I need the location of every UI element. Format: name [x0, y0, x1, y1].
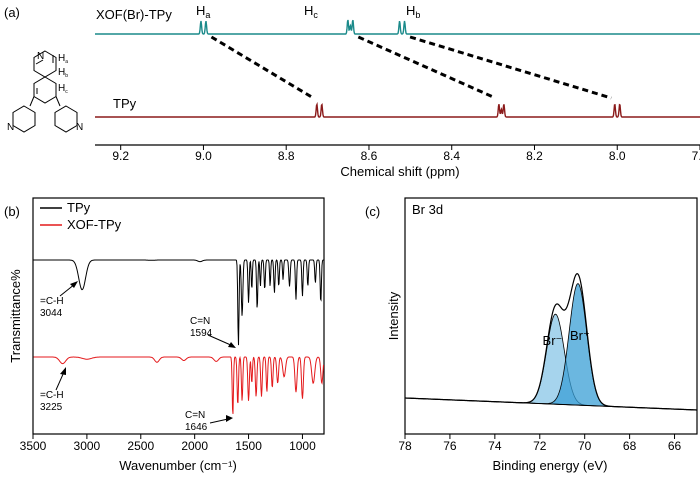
tpy-n-left: N — [7, 122, 14, 133]
nmr-dashed-links — [210, 35, 612, 100]
nmr-xlabel: Chemical shift (ppm) — [340, 164, 459, 179]
nmr-tick-label: 9.0 — [195, 149, 212, 163]
panel-label-a: (a) — [4, 5, 20, 20]
xps-tick-label: 76 — [443, 439, 457, 453]
xps-frame — [404, 197, 698, 435]
panel-label-c: (c) — [365, 204, 380, 219]
annot-arrowhead-1646 — [226, 415, 233, 422]
nmr-tick-label: 8.2 — [526, 149, 543, 163]
annot-arrowhead-1594 — [228, 342, 236, 348]
legend-label-xof: XOF-TPy — [67, 217, 122, 232]
ftir-panel: 3500 3000 2500 2000 1500 1000 Wavenumber (cm⁻… — [8, 197, 325, 473]
tpy-n-right: N — [76, 122, 83, 133]
nmr-tick-label: 8.0 — [609, 149, 626, 163]
annot-cn-1594-value: 1594 — [190, 328, 213, 339]
nmr-tick-label: 8.6 — [361, 149, 378, 163]
xps-tick-label: 68 — [623, 439, 637, 453]
ftir-tick-label: 2000 — [181, 439, 208, 453]
legend-label-tpy: TPy — [67, 200, 91, 215]
tpy-n-top: N — [37, 51, 44, 62]
nmr-peak-label-hc: Hc — [304, 3, 318, 20]
ftir-tick-label: 1000 — [289, 439, 316, 453]
nmr-panel: 9.2 9.0 8.8 8.6 8.4 8.2 8.0 7.8 Chemical shift … — [7, 3, 700, 179]
nmr-peak-label-hb: Hb — [406, 3, 420, 20]
xps-tick-label: 70 — [578, 439, 592, 453]
annot-arrow-1594 — [207, 334, 234, 347]
ftir-series-tpy — [33, 259, 324, 346]
tpy-label-hb: Hb — [58, 67, 68, 79]
annot-ch-3044: =C-H — [40, 296, 64, 307]
tpy-structure — [12, 50, 78, 133]
ftir-tick-label: 1500 — [235, 439, 262, 453]
ftir-ticks: 3500 3000 2500 2000 1500 1000 — [20, 434, 316, 453]
xps-tick-label: 66 — [668, 439, 682, 453]
xps-ticks: 78 76 74 72 70 68 66 — [398, 434, 682, 453]
tpy-label-hc: Hc — [58, 83, 68, 95]
xps-xlabel: Binding energy (eV) — [493, 458, 608, 473]
ftir-tick-label: 3500 — [20, 439, 47, 453]
xps-label-br-minus: Br⁻ — [543, 333, 563, 348]
nmr-ticks: 9.2 9.0 8.8 8.6 8.4 8.2 8.0 7.8 — [112, 145, 700, 163]
annot-cn-1594: C=N — [190, 316, 210, 327]
nmr-dashed-link — [210, 35, 315, 100]
nmr-tick-label: 8.8 — [278, 149, 295, 163]
nmr-series-tpy — [95, 101, 700, 118]
ftir-frame — [32, 197, 325, 435]
annot-ch-3225: =C-H — [40, 390, 64, 401]
nmr-series-label-tpy: TPy — [113, 96, 137, 111]
panel-label-b: (b) — [4, 204, 20, 219]
xps-ylabel: Intensity — [386, 291, 401, 340]
ftir-ylabel: Transmittance% — [8, 269, 23, 363]
xps-title: Br 3d — [412, 202, 443, 217]
xps-label-br-plus: Br⁺ — [570, 328, 590, 343]
nmr-tick-label: 9.2 — [112, 149, 129, 163]
xps-panel: 78 76 74 72 70 68 66 Br 3d Binding energy (eV)… — [386, 197, 698, 473]
ftir-xlabel: Wavenumber (cm⁻¹) — [119, 458, 237, 473]
xps-background — [404, 397, 698, 411]
ftir-series-xof — [33, 355, 324, 414]
xps-tick-label: 72 — [533, 439, 547, 453]
xps-tick-label: 74 — [488, 439, 502, 453]
annot-cn-1646-value: 1646 — [185, 422, 208, 433]
nmr-peak-label-ha: Ha — [196, 3, 210, 20]
xps-tick-label: 78 — [398, 439, 412, 453]
nmr-tick-label: 7.8 — [692, 149, 700, 163]
annot-arrowhead-3044 — [70, 281, 78, 288]
annot-ch-3044-value: 3044 — [40, 308, 63, 319]
nmr-series-xof — [95, 19, 700, 35]
annot-ch-3225-value: 3225 — [40, 402, 63, 413]
annot-arrow-3225 — [55, 371, 65, 391]
tpy-label-ha: Ha — [58, 53, 68, 65]
nmr-dashed-link — [409, 35, 612, 100]
annot-arrowhead-3225 — [60, 367, 66, 375]
ftir-tick-label: 3000 — [74, 439, 101, 453]
xps-component-br-minus-fill — [404, 313, 698, 411]
annot-arrow-1646 — [209, 418, 229, 424]
nmr-dashed-link — [357, 35, 496, 100]
annot-cn-1646: C=N — [185, 410, 205, 421]
ftir-tick-label: 2500 — [127, 439, 154, 453]
nmr-series-label-xof: XOF(Br)-TPy — [96, 7, 172, 22]
nmr-tick-label: 8.4 — [443, 149, 460, 163]
